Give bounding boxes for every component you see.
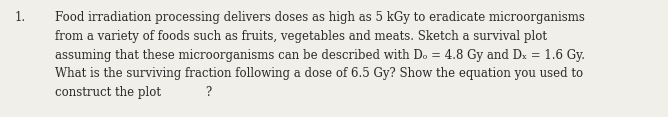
Text: Food irradiation processing delivers doses as high as 5 kGy to eradicate microor: Food irradiation processing delivers dos…: [55, 11, 584, 24]
Text: assuming that these microorganisms can be described with Dₒ = 4.8 Gy and Dₓ = 1.: assuming that these microorganisms can b…: [55, 49, 584, 62]
Text: 1.: 1.: [15, 11, 26, 24]
Text: construct the plot            ?: construct the plot ?: [55, 86, 212, 99]
Text: What is the surviving fraction following a dose of 6.5 Gy? Show the equation you: What is the surviving fraction following…: [55, 67, 583, 80]
Text: from a variety of foods such as fruits, vegetables and meats. Sketch a survival : from a variety of foods such as fruits, …: [55, 30, 547, 43]
